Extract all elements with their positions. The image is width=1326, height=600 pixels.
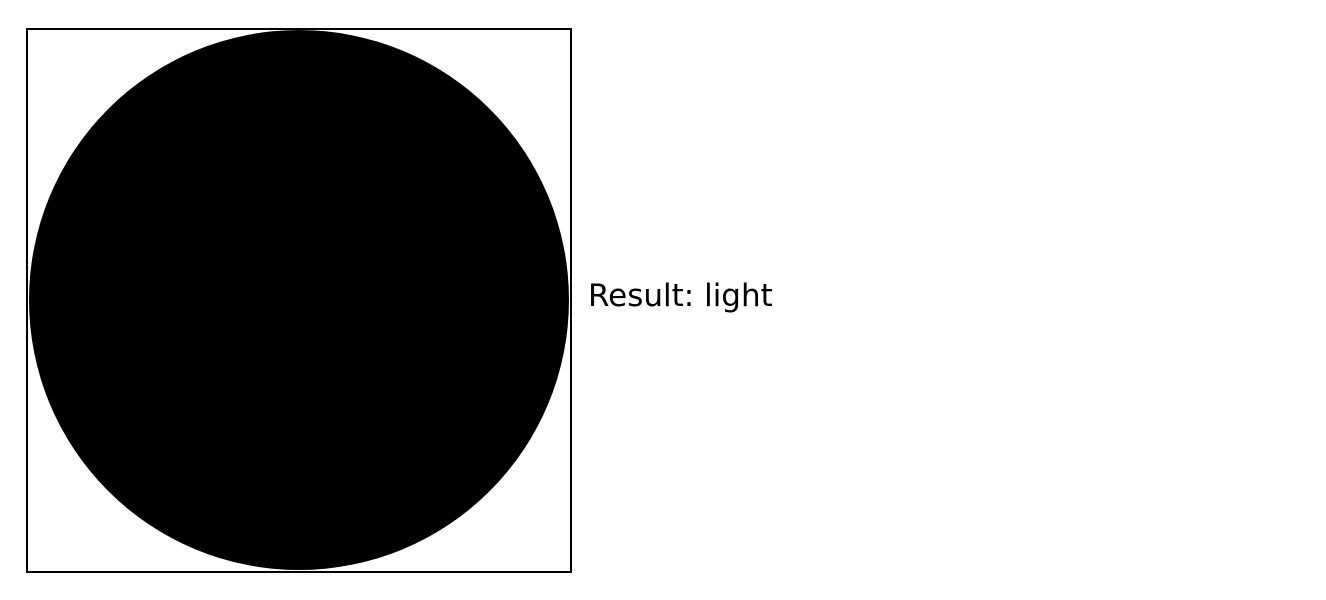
stimulus-image: [28, 30, 570, 571]
black-circle: [29, 30, 569, 570]
result-label: Result: light: [588, 278, 773, 314]
stimulus-image-frame: [26, 28, 572, 573]
